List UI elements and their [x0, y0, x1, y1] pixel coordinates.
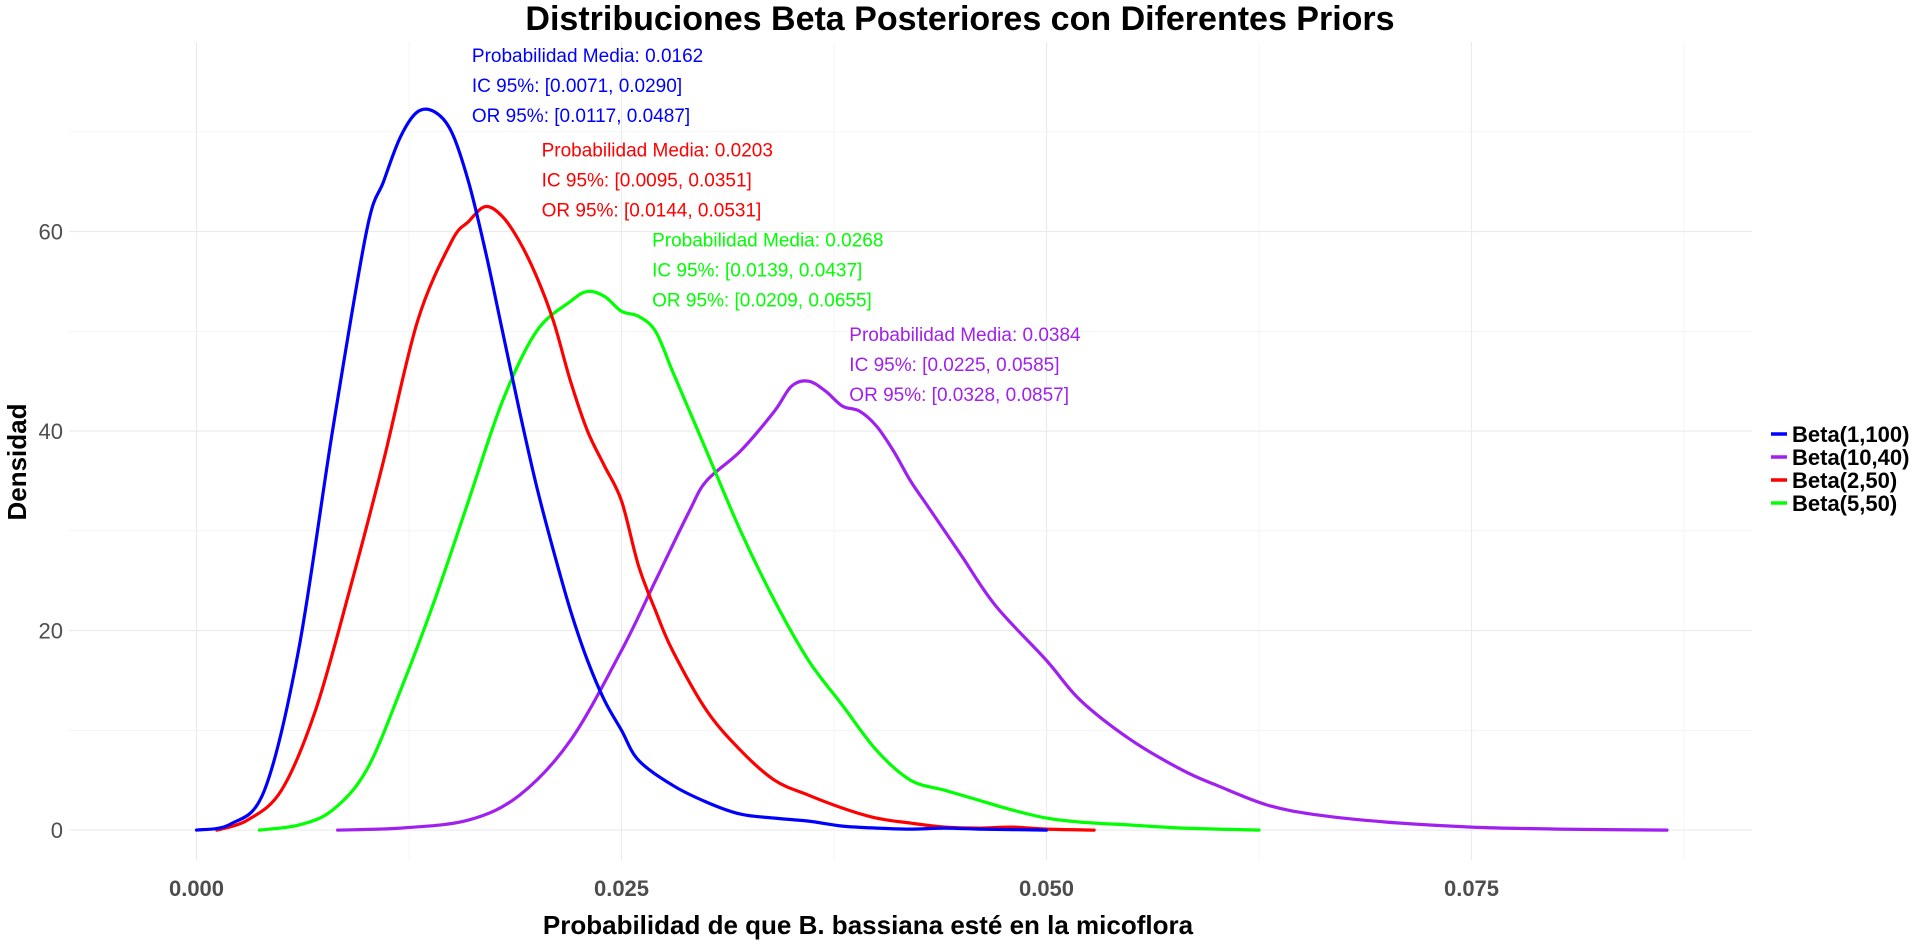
y-tick-label: 20 [39, 619, 63, 644]
x-axis-title: Probabilidad de que B. bassiana esté en … [543, 910, 1194, 940]
annotation-text: OR 95%: [0.0117, 0.0487] [472, 106, 690, 127]
x-tick-label: 0.050 [1019, 876, 1074, 901]
annotation-text: Probabilidad Media: 0.0203 [542, 141, 773, 162]
legend-label: Beta(1,100) [1792, 422, 1909, 447]
x-tick-label: 0.025 [594, 876, 649, 901]
annotation-text: Probabilidad Media: 0.0268 [652, 230, 883, 251]
series-line-beta-10-40 [336, 379, 1669, 832]
annotation-text: OR 95%: [0.0328, 0.0857] [849, 385, 1069, 406]
series-lines [194, 107, 1669, 832]
annotation-text: IC 95%: [0.0139, 0.0437] [652, 260, 862, 281]
legend-label: Beta(2,50) [1792, 468, 1897, 493]
annotation-text: IC 95%: [0.0225, 0.0585] [849, 355, 1059, 376]
annotations: Probabilidad Media: 0.0162 IC 95%: [0.007… [472, 46, 1081, 406]
series-line-beta-5-50 [257, 289, 1261, 832]
annotation-text: Probabilidad Media: 0.0162 [472, 46, 703, 67]
annotation-text: OR 95%: [0.0144, 0.0531] [542, 201, 762, 222]
y-tick-label: 60 [39, 220, 63, 245]
y-axis-title: Densidad [2, 403, 32, 520]
annotation-text: IC 95%: [0.0095, 0.0351] [542, 171, 752, 192]
annotation-text: OR 95%: [0.0209, 0.0655] [652, 290, 872, 311]
annotation-text: Probabilidad Media: 0.0384 [849, 325, 1081, 346]
legend: Beta(1,100)Beta(10,40)Beta(2,50)Beta(5,5… [1771, 422, 1909, 516]
series-line-beta-1-100 [194, 107, 1049, 832]
y-tick-label: 0 [51, 818, 63, 843]
legend-label: Beta(10,40) [1792, 445, 1909, 470]
legend-label: Beta(5,50) [1792, 491, 1897, 516]
grid [69, 42, 1752, 860]
y-tick-label: 40 [39, 419, 63, 444]
x-tick-label: 0.075 [1444, 876, 1499, 901]
series-line-beta-2-50 [215, 204, 1096, 832]
annotation-text: IC 95%: [0.0071, 0.0290] [472, 76, 682, 97]
chart-title: Distribuciones Beta Posteriores con Dife… [525, 0, 1394, 38]
axis-ticks: 0.000 0.025 0.050 0.075 0 20 40 60 [39, 220, 1500, 901]
x-tick-label: 0.000 [169, 876, 224, 901]
